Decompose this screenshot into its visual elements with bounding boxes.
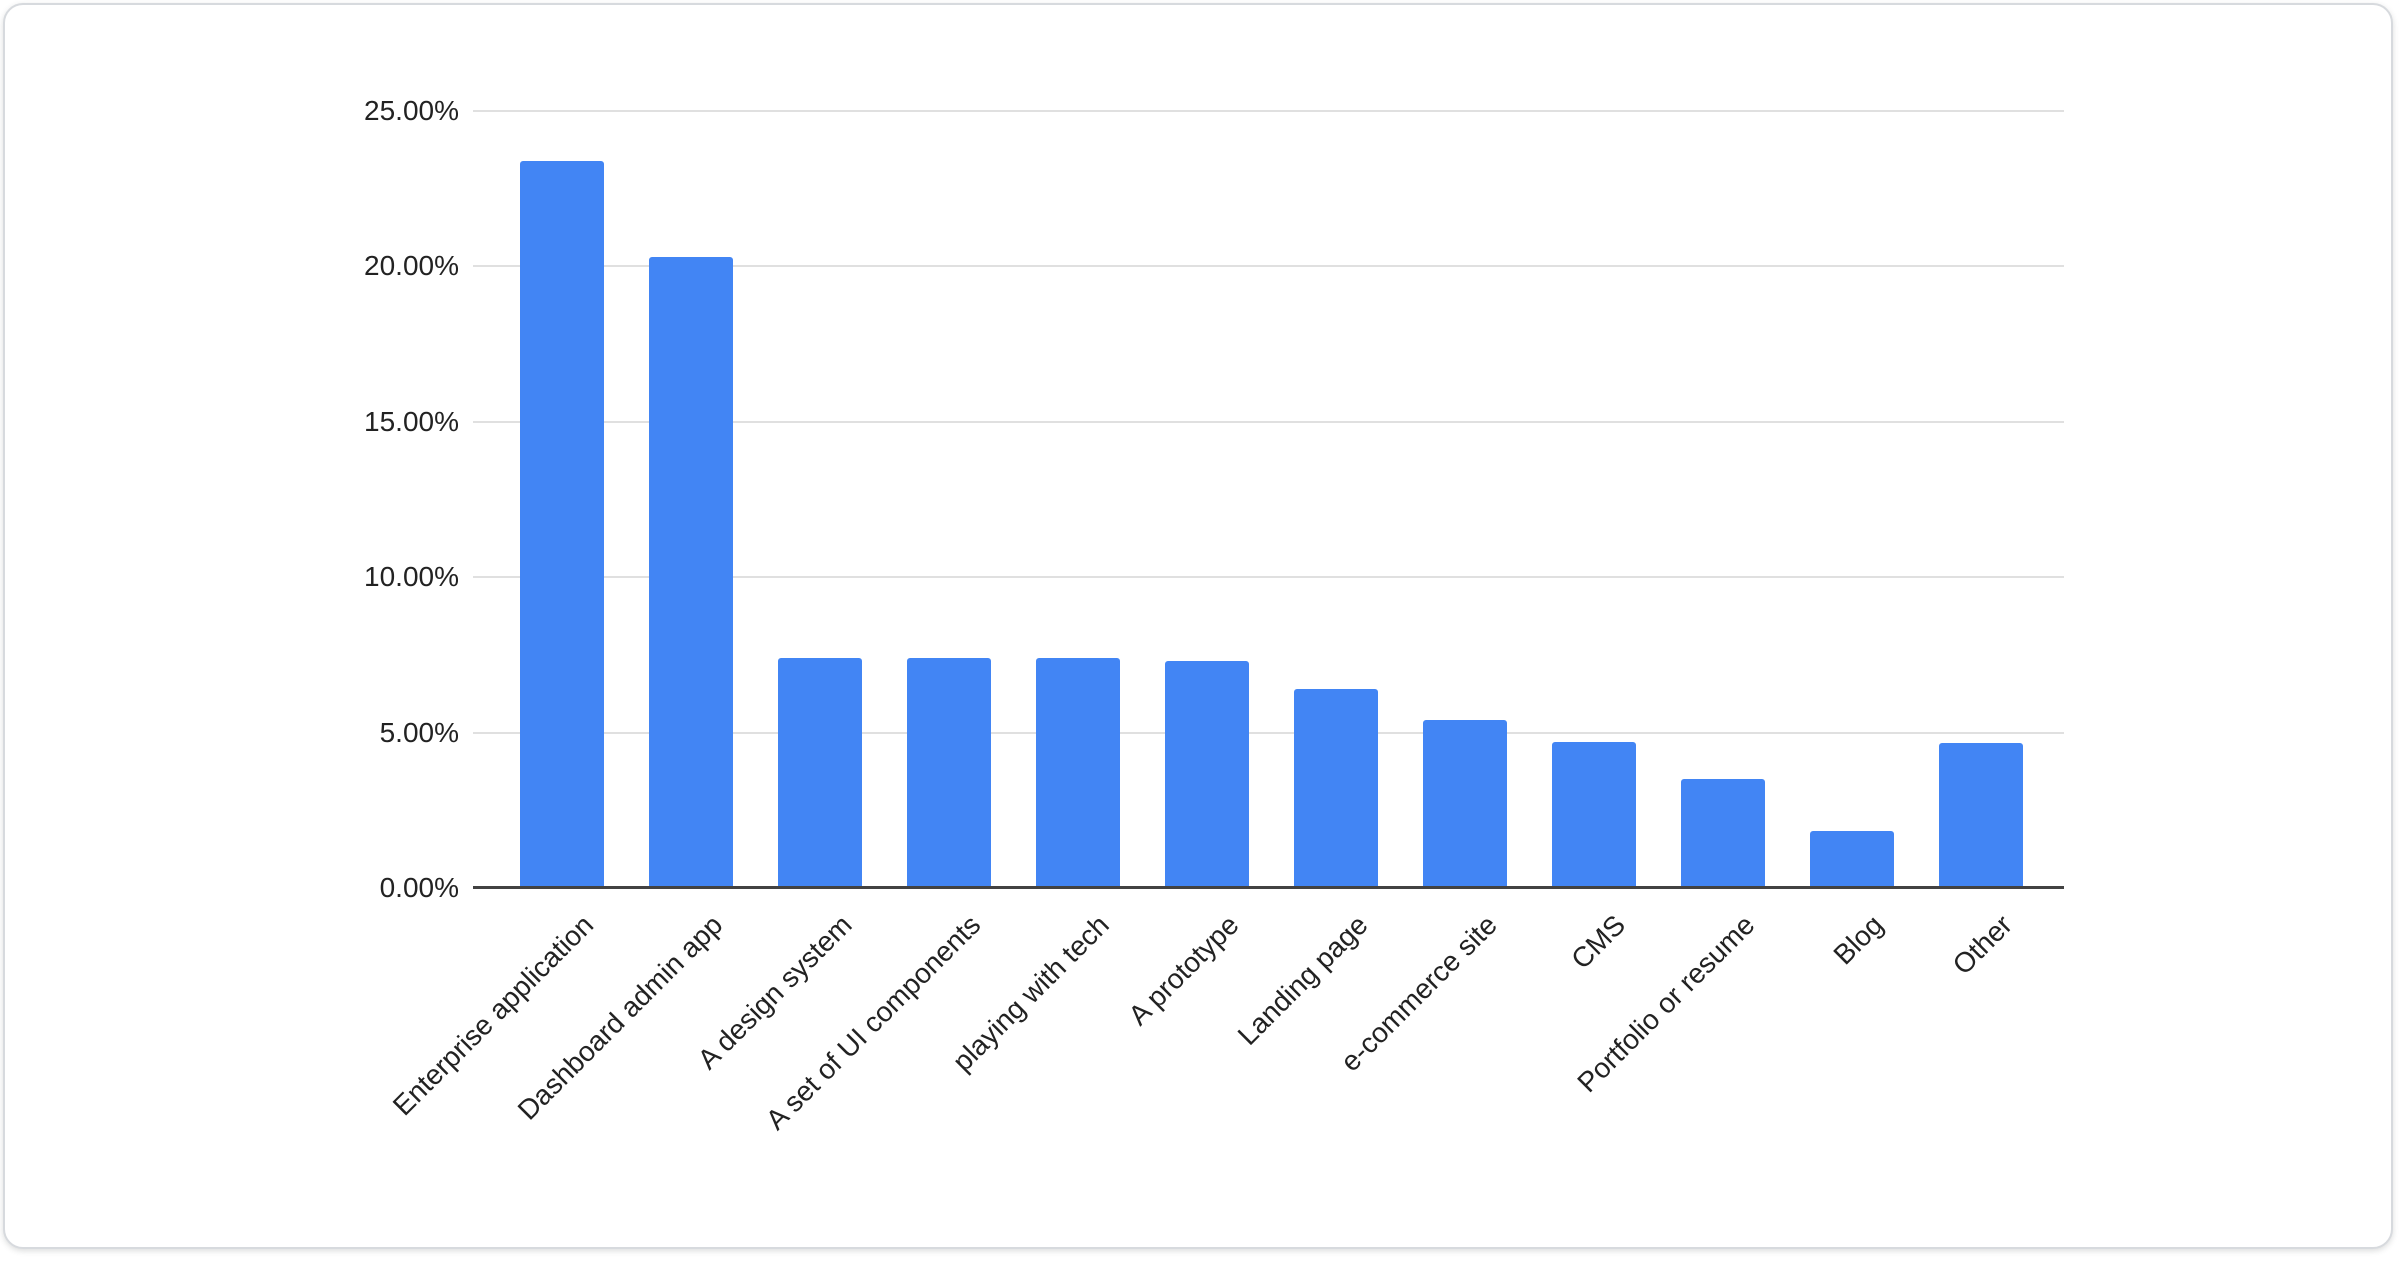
- bar-cms[interactable]: [1551, 741, 1636, 888]
- x-axis-label: Landing page: [1231, 909, 1374, 1051]
- gridline-25pct: [473, 110, 2064, 112]
- x-axis-label: Other: [1946, 909, 2019, 981]
- y-axis-label: 25.00%: [364, 95, 459, 126]
- bar-playing-with-tech[interactable]: [1035, 658, 1120, 888]
- plot-area: [473, 110, 2064, 889]
- x-axis-line: [473, 886, 2064, 889]
- gridline-10pct: [473, 576, 2064, 579]
- y-axis-label: 10.00%: [364, 561, 459, 593]
- bar-enterprise-application[interactable]: [519, 160, 604, 888]
- chart-card: 0.00% 5.00% 10.00% 15.00% 20.00% 25.00% Enter…: [3, 3, 2393, 1249]
- y-axis-label: 20.00%: [364, 250, 459, 282]
- gridline-5pct: [473, 731, 2064, 734]
- bar-a-set-of-ui-components[interactable]: [906, 658, 991, 888]
- y-axis-label: 5.00%: [379, 716, 459, 748]
- bar-landing-page[interactable]: [1293, 689, 1378, 888]
- bar-other[interactable]: [1938, 743, 2023, 888]
- x-axis-label: A set of UI components: [759, 909, 987, 1136]
- x-axis-label: A prototype: [1122, 909, 1245, 1032]
- y-axis-labels: 0.00% 5.00% 10.00% 15.00% 20.00% 25.00%: [5, 95, 459, 903]
- x-axis-label: Blog: [1827, 909, 1890, 971]
- bar-e-commerce-site[interactable]: [1422, 720, 1507, 888]
- y-axis-label: 0.00%: [379, 872, 459, 903]
- x-axis-label: CMS: [1565, 909, 1632, 975]
- x-axis-labels: Enterprise application Dashboard admin ap…: [387, 891, 2064, 1261]
- y-axis-label: 15.00%: [364, 405, 459, 437]
- bar-a-design-system[interactable]: [777, 658, 862, 888]
- bar-a-prototype[interactable]: [1164, 661, 1249, 888]
- bar-dashboard-admin-app[interactable]: [648, 257, 733, 888]
- bar-blog[interactable]: [1809, 830, 1894, 888]
- bar-chart: 0.00% 5.00% 10.00% 15.00% 20.00% 25.00% Enter…: [5, 5, 2391, 1247]
- gridline-15pct: [473, 420, 2064, 423]
- gridline-20pct: [473, 265, 2064, 268]
- bar-portfolio-or-resume[interactable]: [1680, 779, 1765, 888]
